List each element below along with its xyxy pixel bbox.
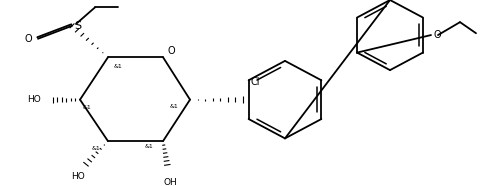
Text: &1: &1 — [114, 64, 122, 69]
Text: HO: HO — [27, 95, 41, 104]
Text: HO: HO — [71, 172, 84, 181]
Text: S: S — [74, 21, 81, 31]
Text: &1: &1 — [92, 146, 100, 151]
Text: Cl: Cl — [250, 77, 260, 87]
Text: O: O — [24, 34, 32, 44]
Text: OH: OH — [163, 178, 177, 186]
Text: &1: &1 — [144, 144, 154, 149]
Text: O: O — [168, 46, 175, 56]
Text: &1: &1 — [169, 104, 179, 109]
Text: O: O — [433, 30, 441, 40]
Text: &1: &1 — [83, 105, 92, 110]
